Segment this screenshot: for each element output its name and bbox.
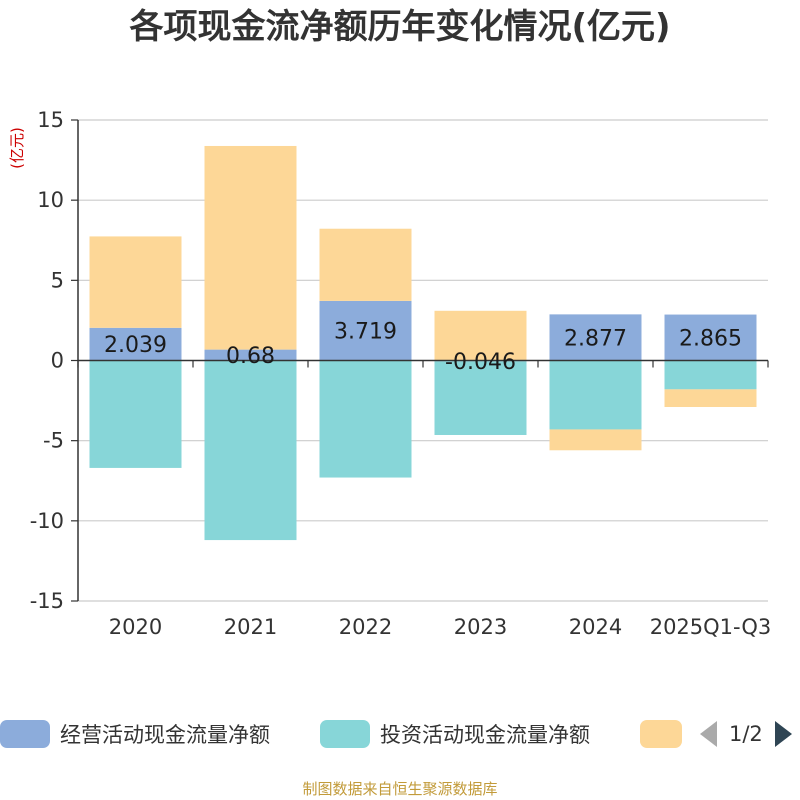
legend-swatch-operating [0,720,50,748]
y-tick-label: 5 [51,268,64,292]
bar-financing-2021[interactable] [204,145,297,350]
legend-label-investing: 投资活动现金流量净额 [380,723,590,747]
bar-investing-2025Q1-Q3[interactable] [664,360,757,390]
bar-investing-2023[interactable] [434,361,527,435]
source-note: 制图数据来自恒生聚源数据库 [302,780,498,798]
bars [89,145,757,541]
x-tick-label: 2025Q1-Q3 [650,615,772,639]
bar-operating-2021[interactable] [204,349,297,361]
x-tick-label: 2021 [224,615,277,639]
legend-item-financing[interactable] [640,716,692,752]
bar-financing-2022[interactable] [319,228,412,301]
y-axis-unit-label: (亿元) [8,127,26,169]
bar-financing-2025Q1-Q3[interactable] [664,389,757,407]
legend-prev-arrow-icon[interactable] [700,721,717,747]
x-tick-label: 2024 [569,615,622,639]
grid-lines [78,119,768,602]
data-labels: 2.039 0.68 3.719 -0.046 2.877 2.865 [104,320,742,375]
legend-swatch-financing [640,720,682,748]
bar-investing-2020[interactable] [89,360,182,468]
bar-operating-2022[interactable] [319,300,412,361]
data-label-operating: 2.039 [104,333,167,358]
bar-financing-2023[interactable] [434,310,527,361]
legend: 经营活动现金流量净额 投资活动现金流量净额 1/2 [0,716,800,752]
chart-title: 各项现金流净额历年变化情况(亿元) [129,7,671,47]
data-label-operating: 2.865 [679,327,742,352]
data-label-operating: 2.877 [564,326,627,351]
bar-financing-2024[interactable] [549,429,642,451]
legend-pager: 1/2 [700,716,792,752]
bar-operating-2024[interactable] [549,314,642,361]
legend-label-operating: 经营活动现金流量净额 [60,723,270,747]
legend-item-operating[interactable]: 经营活动现金流量净额 [0,716,270,752]
bar-investing-2021[interactable] [204,360,297,541]
bar-operating-2020[interactable] [89,327,182,361]
y-tick-label: -15 [30,589,64,613]
y-tick-label: -5 [43,429,64,453]
bar-investing-2022[interactable] [319,360,412,478]
legend-page-indicator: 1/2 [729,722,763,746]
y-tick-label: 10 [37,188,64,212]
data-label-operating: 3.719 [334,320,397,345]
legend-next-arrow-icon[interactable] [774,721,792,747]
legend-swatch-investing [320,720,370,748]
y-tick-label: 15 [37,108,64,132]
bar-operating-2025Q1-Q3[interactable] [664,314,757,361]
data-label-operating: 0.68 [226,344,275,369]
x-tick-label: 2023 [454,615,507,639]
legend-item-investing[interactable]: 投资活动现金流量净额 [320,716,590,752]
y-tick-label: -10 [30,509,64,533]
axes: 15 10 5 0 -5 -10 -15 2020 2021 2022 2023 2024 2025Q1… [30,108,772,639]
x-tick-label: 2022 [339,615,392,639]
data-label-operating: -0.046 [445,350,516,375]
bar-investing-2024[interactable] [549,360,642,430]
y-tick-label: 0 [51,349,64,373]
bar-financing-2020[interactable] [89,236,182,328]
x-tick-label: 2020 [109,615,162,639]
